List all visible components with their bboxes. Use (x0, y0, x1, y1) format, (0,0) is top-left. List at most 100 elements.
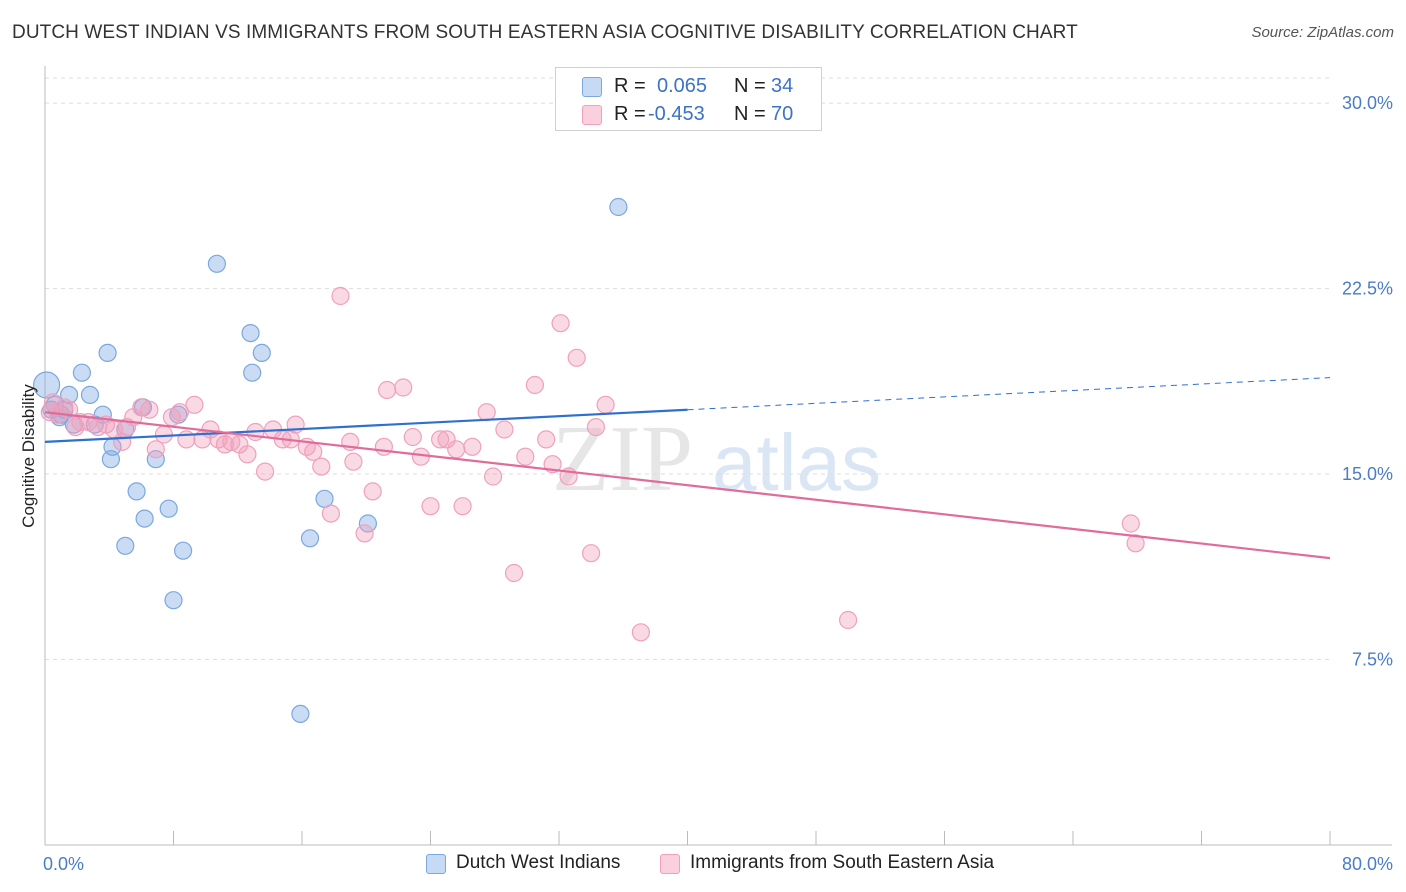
trend-dutch (44, 408, 688, 443)
x-tick-label-1: 80.0% (1342, 854, 1393, 874)
point-immigrants-39 (331, 286, 350, 306)
point-dutch-24 (241, 324, 260, 343)
legend-swatch-dutch (582, 77, 602, 97)
point-immigrants-3 (55, 398, 74, 417)
point-dutch-28 (300, 529, 320, 548)
series-legend-swatch-immigrants (660, 854, 680, 874)
series-dutch-west-indians (32, 197, 628, 724)
series-legend-swatch-dutch (426, 854, 446, 874)
point-immigrants-52 (447, 440, 466, 459)
point-dutch-17 (135, 509, 154, 528)
point-immigrants-70 (838, 610, 858, 630)
y-tick-label-3: 30.0% (1342, 93, 1393, 113)
point-immigrants-58 (504, 563, 524, 583)
legend-n-value: 70 (771, 103, 794, 125)
trend-dutch-extension (687, 377, 1331, 411)
legend-r-label: R = (614, 75, 646, 97)
trend-immigrants (44, 411, 1331, 560)
y-tick-label-0: 7.5% (1352, 650, 1393, 670)
legend-n-value: 34 (771, 75, 794, 97)
point-immigrants-53 (453, 497, 472, 516)
point-immigrants-19 (170, 403, 189, 422)
point-dutch-11 (98, 343, 117, 362)
legend-r-value: 0.065 (657, 75, 708, 97)
point-immigrants-71 (1121, 514, 1140, 533)
point-dutch-20 (164, 591, 183, 610)
legend-n-label: N = (734, 75, 766, 97)
series-legend: Dutch West Indians Immigrants from South… (0, 852, 1406, 878)
y-tick-labels: 7.5% 15.0% 22.5% 30.0% (1342, 93, 1393, 669)
point-dutch-19 (159, 499, 178, 518)
chart-title: DUTCH WEST INDIAN VS IMMIGRANTS FROM SOU… (12, 22, 1078, 43)
point-immigrants-41 (344, 452, 363, 471)
point-immigrants-63 (551, 314, 570, 333)
point-dutch-8 (80, 385, 100, 404)
legend-row-dutch: R = 0.065 N = 34 (556, 73, 821, 101)
point-immigrants-46 (394, 378, 413, 397)
point-dutch-30 (358, 514, 377, 533)
point-immigrants-37 (312, 457, 331, 476)
point-immigrants-42 (355, 524, 374, 543)
source-credit: Source: ZipAtlas.com (1251, 24, 1394, 41)
point-immigrants-50 (431, 430, 450, 449)
axes (44, 66, 1392, 846)
point-immigrants-36 (304, 442, 323, 461)
point-dutch-26 (252, 343, 271, 362)
point-immigrants-49 (421, 497, 440, 516)
point-immigrants-51 (437, 430, 456, 449)
point-immigrants-68 (596, 395, 615, 414)
point-immigrants-48 (411, 447, 430, 466)
point-immigrants-55 (477, 403, 496, 422)
point-immigrants-21 (185, 395, 204, 414)
point-immigrants-66 (581, 544, 601, 563)
point-dutch-22 (174, 541, 193, 560)
y-axis-label: Cognitive Disability (19, 384, 38, 528)
point-immigrants-47 (403, 427, 422, 447)
point-immigrants-45 (378, 380, 397, 400)
point-immigrants-38 (321, 504, 340, 523)
grid-lines (45, 77, 1330, 661)
point-immigrants-54 (463, 437, 482, 456)
point-immigrants-30 (256, 462, 275, 481)
point-immigrants-17 (154, 425, 173, 444)
point-dutch-23 (207, 254, 226, 273)
point-dutch-25 (243, 363, 262, 382)
legend: R = 0.065 N = 34 R = -0.453 N = 70 (555, 67, 822, 131)
point-immigrants-69 (631, 623, 651, 642)
point-immigrants-28 (238, 445, 257, 464)
point-dutch-31 (609, 197, 628, 217)
series-legend-label-immigrants: Immigrants from South Eastern Asia (690, 852, 995, 873)
x-tick-labels: 0.0% 80.0% (43, 854, 1393, 874)
point-immigrants-60 (525, 375, 545, 395)
point-immigrants-65 (567, 348, 586, 367)
point-immigrants-57 (495, 420, 514, 439)
legend-n-label: N = (734, 103, 766, 125)
legend-row-immigrants: R = -0.453 N = 70 (556, 101, 821, 129)
legend-r-value: -0.453 (648, 103, 705, 125)
point-immigrants-67 (586, 418, 606, 437)
watermark: ZIP atlas (552, 407, 881, 511)
point-immigrants-16 (146, 440, 165, 459)
y-tick-label-1: 15.0% (1342, 464, 1393, 484)
point-immigrants-15 (140, 400, 159, 419)
point-dutch-32 (116, 536, 135, 555)
x-tick-label-0: 0.0% (43, 854, 84, 874)
point-dutch-15 (127, 482, 146, 501)
watermark-zip: ZIP (552, 407, 693, 511)
point-immigrants-44 (374, 437, 393, 456)
y-tick-label-2: 22.5% (1342, 279, 1393, 299)
point-immigrants-56 (484, 467, 503, 486)
point-dutch-27 (291, 704, 310, 724)
legend-r-label: R = (614, 103, 646, 125)
point-dutch-0 (32, 371, 61, 399)
legend-swatch-immigrants (582, 105, 602, 125)
point-immigrants-61 (537, 430, 556, 449)
point-dutch-18 (146, 450, 165, 469)
point-immigrants-59 (516, 447, 535, 466)
point-immigrants-72 (1126, 534, 1145, 553)
point-dutch-7 (72, 363, 92, 382)
watermark-atlas: atlas (712, 418, 881, 507)
point-immigrants-43 (363, 482, 382, 501)
trend-lines (44, 377, 1331, 560)
